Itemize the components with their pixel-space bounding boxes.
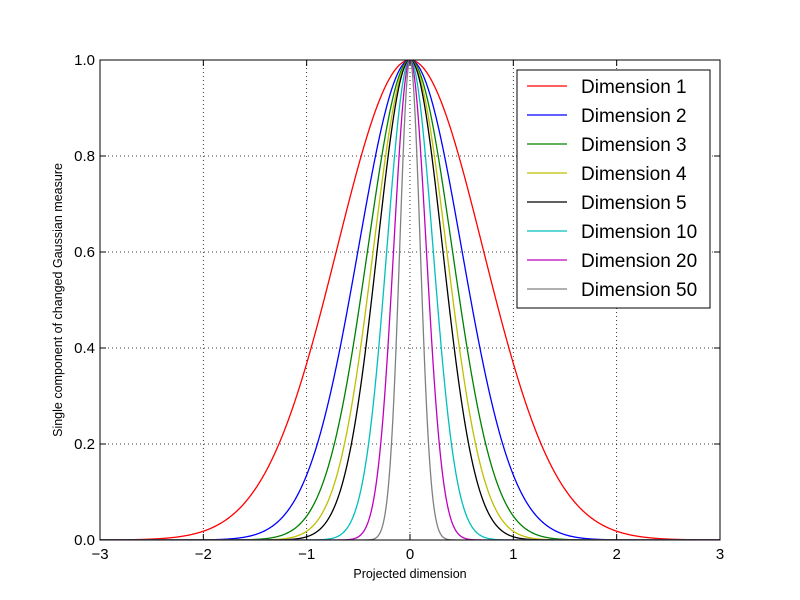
legend-label: Dimension 2 <box>581 106 687 127</box>
tick-labels: −3 −2 −1 0 1 2 3 0.0 0.2 0.4 0.6 0.8 1.0 <box>74 52 724 563</box>
y-axis-label: Single component of changed Gaussian mea… <box>51 163 65 437</box>
x-tick-label: −3 <box>91 546 108 563</box>
x-tick-label: −2 <box>195 546 212 563</box>
y-tick-label: 0.4 <box>74 340 95 357</box>
legend-box <box>516 69 711 309</box>
legend-label: Dimension 5 <box>581 193 687 214</box>
x-tick-label: −1 <box>298 546 315 563</box>
y-tick-label: 1.0 <box>74 52 95 69</box>
x-tick-label: 1 <box>509 546 517 563</box>
x-tick-label: 0 <box>406 546 414 563</box>
x-axis-label: Projected dimension <box>353 567 466 581</box>
legend-label: Dimension 20 <box>581 251 697 272</box>
legend-label: Dimension 50 <box>581 280 697 301</box>
x-tick-label: 2 <box>612 546 620 563</box>
legend-label: Dimension 3 <box>581 135 687 156</box>
y-tick-label: 0.0 <box>74 532 95 549</box>
y-tick-label: 0.2 <box>74 436 95 453</box>
x-tick-label: 3 <box>716 546 724 563</box>
series-line <box>100 60 720 540</box>
legend-label: Dimension 1 <box>581 77 687 98</box>
y-tick-label: 0.8 <box>74 148 95 165</box>
legend: Dimension 1 Dimension 2 Dimension 3 Dimensi… <box>516 69 711 309</box>
axis-ticks <box>99 59 721 541</box>
legend-label: Dimension 4 <box>581 164 687 185</box>
legend-label: Dimension 10 <box>581 222 697 243</box>
y-tick-label: 0.6 <box>74 244 95 261</box>
